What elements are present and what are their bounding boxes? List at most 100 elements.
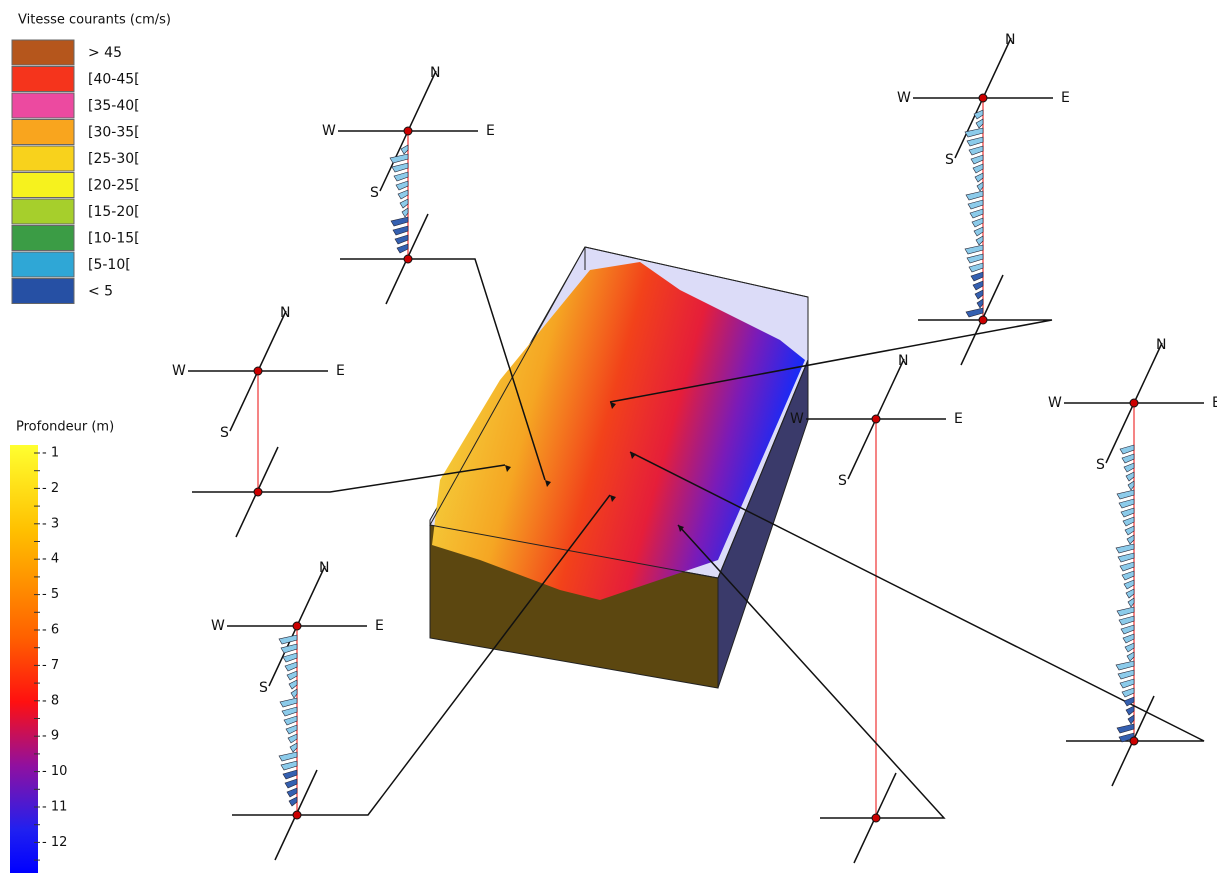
current-vector	[289, 742, 298, 753]
current-vector	[1119, 678, 1135, 689]
bathymetry-block	[429, 246, 809, 689]
depth-scale	[10, 445, 38, 873]
current-vector	[1121, 570, 1135, 581]
speed-swatch	[11, 278, 75, 304]
current-vector	[282, 769, 298, 780]
current-vector	[285, 724, 298, 735]
current-vector	[964, 127, 984, 138]
leader-line	[232, 494, 611, 816]
speed-swatch	[11, 251, 75, 278]
leader-line	[629, 451, 1205, 742]
current-vector	[1122, 516, 1135, 527]
current-vector	[1121, 687, 1135, 698]
station-bottom	[871, 813, 881, 823]
current-vector	[972, 280, 984, 291]
current-vector	[1118, 732, 1135, 743]
depth-label: - 11	[42, 800, 67, 815]
current-vector	[976, 181, 984, 192]
current-vector	[283, 715, 298, 726]
speed-swatch	[11, 145, 75, 172]
current-vector	[395, 180, 409, 191]
current-vector	[284, 661, 298, 672]
speed-label: [10-15[	[88, 231, 140, 247]
current-vector	[399, 198, 409, 209]
current-vector	[401, 207, 409, 218]
current-vector	[975, 235, 984, 246]
compass-e: E	[486, 123, 495, 139]
current-vector	[968, 145, 984, 156]
depth-label: - 3	[42, 516, 59, 531]
speed-legend-title: Vitesse courants (cm/s)	[18, 13, 171, 28]
compass-s: S	[259, 680, 268, 696]
current-vector	[1123, 579, 1135, 590]
compass-e: E	[336, 363, 345, 379]
compass-n: N	[1005, 32, 1015, 48]
current-vector	[284, 778, 298, 789]
speed-swatch	[11, 92, 75, 119]
station-top	[1129, 398, 1139, 408]
depth-label: - 5	[42, 587, 59, 602]
compass-s: S	[1096, 457, 1105, 473]
current-vector	[966, 136, 984, 147]
compass-s: S	[220, 425, 229, 441]
current-vector	[400, 144, 409, 155]
current-vector	[281, 706, 298, 717]
current-vector	[971, 217, 984, 228]
current-vector	[282, 652, 298, 663]
speed-label: [40-45[	[88, 72, 140, 88]
station-top	[871, 414, 881, 424]
compass-e: E	[954, 411, 963, 427]
speed-label: < 5	[88, 284, 113, 300]
current-vector	[288, 679, 298, 690]
current-vector	[1116, 606, 1135, 617]
compass-n: N	[898, 353, 908, 369]
current-vector	[389, 153, 409, 164]
compass-w: W	[897, 90, 911, 106]
depth-label: - 8	[42, 693, 59, 708]
current-vector	[1124, 642, 1135, 653]
depth-label: - 9	[42, 729, 59, 744]
current-vector	[1118, 615, 1135, 626]
speed-label: > 45	[88, 45, 122, 61]
depth-label: - 2	[42, 481, 59, 496]
current-profile: N W E S	[322, 65, 551, 487]
current-profile: N W E S	[629, 337, 1217, 787]
leader-arrow	[545, 480, 551, 487]
speed-swatch	[11, 225, 75, 251]
depth-label: - 12	[42, 835, 67, 850]
current-vector	[1119, 561, 1135, 572]
current-vector	[1123, 696, 1135, 707]
depth-label: - 1	[42, 446, 59, 461]
current-vector	[1126, 534, 1135, 545]
current-vector	[965, 190, 984, 201]
current-vector	[1123, 462, 1135, 473]
current-vector	[969, 208, 984, 219]
current-vector	[970, 271, 984, 282]
current-vector	[393, 171, 409, 182]
speed-swatch	[11, 198, 75, 225]
leader-arrow	[505, 465, 511, 472]
current-vector	[973, 226, 984, 237]
depth-label: - 7	[42, 658, 59, 673]
current-vector	[1127, 714, 1135, 725]
current-vector	[1118, 498, 1135, 509]
station-top	[403, 126, 413, 136]
leader-arrow	[630, 452, 636, 459]
current-vector	[974, 172, 984, 183]
current-vector	[290, 688, 298, 699]
current-vector	[974, 289, 984, 300]
leader-line	[677, 524, 946, 819]
current-vector	[1126, 651, 1135, 662]
current-vector	[279, 697, 298, 708]
leader-arrow	[678, 525, 684, 532]
compass-n: N	[280, 305, 290, 321]
leader-line	[192, 464, 506, 493]
current-vector	[392, 225, 409, 236]
current-profile: N W E S	[609, 32, 1070, 409]
current-profile: N W E S	[211, 494, 616, 861]
current-vector	[280, 760, 298, 771]
current-vector	[397, 189, 409, 200]
current-vector	[973, 109, 984, 120]
current-vector	[1116, 489, 1135, 500]
